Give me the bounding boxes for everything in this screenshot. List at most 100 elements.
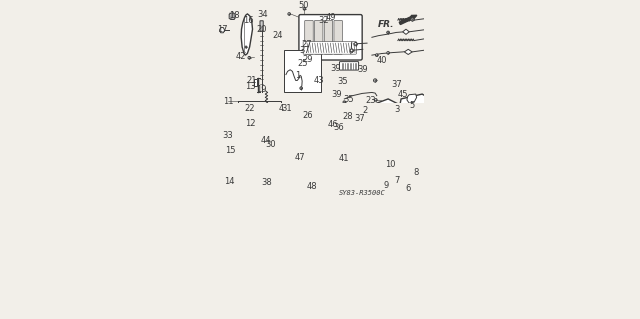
Circle shape (287, 145, 290, 148)
Text: 12: 12 (245, 119, 256, 129)
Bar (284, 50, 321, 93)
Circle shape (245, 46, 247, 48)
Polygon shape (399, 138, 426, 172)
Bar (234, 141, 241, 156)
Text: 6: 6 (405, 184, 410, 193)
Circle shape (406, 128, 409, 131)
Circle shape (376, 54, 378, 56)
FancyBboxPatch shape (305, 20, 313, 54)
Circle shape (248, 56, 251, 59)
Text: 39: 39 (331, 63, 341, 73)
Polygon shape (224, 175, 238, 187)
FancyArrow shape (399, 15, 417, 25)
Text: 27: 27 (301, 40, 312, 48)
Text: 15: 15 (225, 146, 236, 155)
Circle shape (285, 150, 288, 152)
Circle shape (408, 149, 411, 152)
Text: 23: 23 (365, 96, 376, 105)
FancyBboxPatch shape (314, 20, 323, 54)
Polygon shape (403, 29, 409, 34)
Text: 26: 26 (302, 111, 313, 120)
Text: 20: 20 (257, 25, 267, 34)
Circle shape (303, 7, 306, 10)
Text: 35: 35 (338, 77, 348, 86)
Text: 21: 21 (246, 76, 257, 85)
Circle shape (354, 42, 357, 46)
Text: 22: 22 (244, 104, 255, 113)
Text: 44: 44 (260, 136, 271, 145)
Text: 18: 18 (228, 11, 239, 20)
Circle shape (324, 106, 329, 111)
Circle shape (387, 52, 389, 54)
Text: 42: 42 (236, 52, 246, 61)
FancyBboxPatch shape (324, 20, 333, 54)
Text: 11: 11 (223, 97, 233, 106)
Text: 33: 33 (222, 131, 232, 140)
Circle shape (257, 131, 263, 138)
Text: 39: 39 (332, 90, 342, 99)
Text: 49: 49 (325, 13, 335, 22)
Text: 25: 25 (297, 59, 307, 68)
Circle shape (422, 127, 426, 130)
Circle shape (419, 148, 422, 151)
FancyBboxPatch shape (303, 41, 356, 54)
Text: 32: 32 (318, 16, 328, 25)
Circle shape (392, 161, 394, 164)
Polygon shape (372, 99, 399, 130)
FancyBboxPatch shape (299, 15, 362, 60)
Polygon shape (407, 94, 417, 103)
Circle shape (410, 169, 413, 171)
Text: 29: 29 (302, 55, 312, 64)
Text: 13: 13 (245, 82, 255, 91)
Text: 14: 14 (223, 177, 234, 186)
Circle shape (326, 108, 328, 110)
Polygon shape (241, 14, 253, 55)
Text: 43: 43 (314, 76, 324, 85)
Text: 37: 37 (300, 47, 310, 56)
Text: 8: 8 (413, 168, 419, 177)
Text: 36: 36 (333, 123, 344, 132)
Text: 17: 17 (217, 25, 227, 34)
Text: 39: 39 (357, 65, 367, 74)
Circle shape (411, 18, 414, 21)
Text: 30: 30 (265, 140, 276, 149)
Text: 9: 9 (383, 182, 389, 190)
Polygon shape (286, 183, 289, 186)
Circle shape (374, 79, 377, 82)
Circle shape (300, 87, 303, 90)
Text: 31: 31 (282, 104, 292, 113)
FancyBboxPatch shape (260, 21, 263, 31)
Circle shape (420, 191, 424, 195)
Text: 40: 40 (377, 56, 388, 64)
Circle shape (345, 160, 348, 163)
Polygon shape (404, 49, 412, 55)
Text: 19: 19 (257, 85, 267, 94)
Text: 35: 35 (343, 95, 354, 104)
Text: 41: 41 (339, 154, 349, 163)
Polygon shape (356, 153, 374, 208)
Polygon shape (413, 177, 436, 214)
Text: 37: 37 (355, 114, 365, 123)
Text: 3: 3 (394, 105, 399, 114)
Polygon shape (220, 27, 225, 33)
Text: FR.: FR. (378, 20, 394, 29)
Text: 7: 7 (394, 176, 399, 185)
Text: 50: 50 (298, 1, 309, 10)
FancyBboxPatch shape (334, 20, 342, 54)
Circle shape (429, 190, 432, 193)
Bar (255, 79, 257, 86)
Circle shape (374, 99, 377, 101)
Text: 46: 46 (328, 120, 339, 130)
Text: 4: 4 (278, 104, 284, 113)
Text: 47: 47 (295, 153, 305, 162)
Circle shape (419, 162, 422, 166)
Circle shape (422, 107, 426, 110)
Polygon shape (398, 94, 433, 135)
Text: 38: 38 (262, 178, 273, 188)
Text: 37: 37 (391, 80, 402, 89)
Circle shape (288, 13, 291, 15)
Text: 34: 34 (257, 10, 268, 19)
Polygon shape (229, 13, 235, 19)
Circle shape (259, 133, 261, 136)
Circle shape (381, 113, 385, 117)
